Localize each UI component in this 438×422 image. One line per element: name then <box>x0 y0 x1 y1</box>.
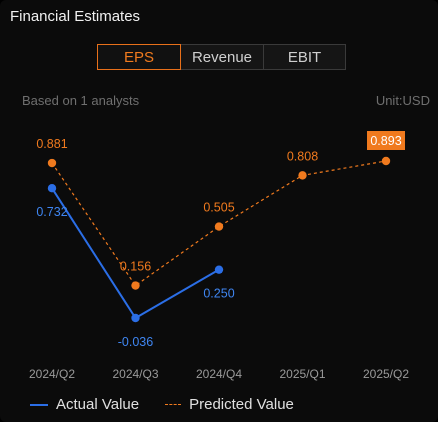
x-tick-label: 2025/Q1 <box>279 367 325 381</box>
x-tick-label: 2024/Q4 <box>196 367 242 381</box>
legend-actual-label: Actual Value <box>56 396 140 413</box>
actual-point <box>131 313 140 323</box>
predicted-data-label: 0.881 <box>36 137 67 151</box>
actual-point <box>47 184 57 193</box>
legend-predicted[interactable]: Predicted Value <box>165 396 294 413</box>
tab-eps[interactable]: EPS <box>97 44 181 70</box>
x-tick-label: 2025/Q2 <box>363 367 409 381</box>
predicted-data-label: 0.156 <box>120 260 151 274</box>
predicted-line-swatch <box>165 404 182 405</box>
legend-predicted-label: Predicted Value <box>189 396 294 413</box>
analyst-count: Based on 1 analysts <box>22 93 140 108</box>
x-tick-label: 2024/Q3 <box>112 367 158 381</box>
predicted-series-line <box>51 160 387 287</box>
actual-line-swatch <box>30 403 48 406</box>
actual-point <box>214 265 224 274</box>
predicted-point <box>298 171 307 180</box>
predicted-data-label: 0.808 <box>287 149 318 163</box>
actual-data-label: -0.036 <box>118 335 153 349</box>
actual-series-line <box>51 187 220 320</box>
predicted-data-label: 0.893 <box>370 134 401 148</box>
unit-label: Unit:USD <box>375 93 430 108</box>
tab-revenue[interactable]: Revenue <box>181 44 264 70</box>
chart-legend: Actual Value Predicted Value <box>30 396 320 413</box>
actual-data-label: 0.250 <box>203 287 234 301</box>
panel-title: Financial Estimates <box>10 8 141 25</box>
predicted-point <box>131 281 140 290</box>
tab-ebit[interactable]: EBIT <box>264 44 346 70</box>
predicted-point <box>214 222 224 231</box>
predicted-point <box>381 156 391 166</box>
x-tick-label: 2024/Q2 <box>29 367 75 381</box>
legend-actual[interactable]: Actual Value <box>30 396 139 413</box>
predicted-data-label: 0.505 <box>203 201 234 215</box>
actual-data-label: 0.732 <box>36 205 67 219</box>
metric-tabs: EPS Revenue EBIT <box>97 44 346 70</box>
predicted-point <box>47 158 57 168</box>
highlight-label-bg <box>367 131 405 150</box>
